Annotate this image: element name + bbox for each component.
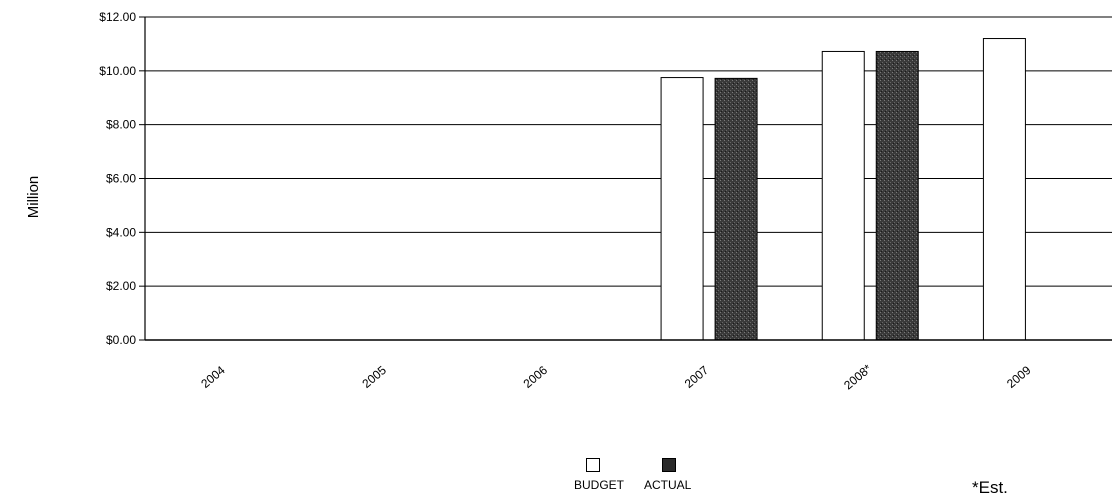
gridlines bbox=[145, 16, 1112, 341]
footnote: *Est. bbox=[972, 478, 1008, 497]
y-axis-label: Million bbox=[25, 176, 42, 219]
x-tick-label: 2006 bbox=[521, 363, 551, 391]
x-tick-label: 2005 bbox=[359, 363, 389, 391]
y-tick-label: $8.00 bbox=[106, 118, 136, 132]
y-tick-label: $6.00 bbox=[106, 172, 136, 186]
legend: BUDGET ACTUAL bbox=[574, 458, 712, 494]
x-tick-label: 2009 bbox=[1004, 363, 1034, 391]
y-tick-label: $4.00 bbox=[106, 225, 136, 239]
x-tick-label: 2004 bbox=[198, 363, 228, 391]
y-tick-label: $10.00 bbox=[99, 64, 136, 78]
y-tick-label: $2.00 bbox=[106, 279, 136, 293]
x-tick-label: 2007 bbox=[682, 363, 712, 391]
legend-swatch-budget bbox=[586, 458, 600, 472]
bar-actual-2008 bbox=[875, 50, 919, 341]
bar-actual-2007 bbox=[714, 77, 758, 341]
y-axis-ticks: $0.00 $2.00 $4.00 $6.00 $8.00 $10.00 $12.00 bbox=[99, 10, 145, 347]
axes bbox=[144, 17, 1112, 341]
y-tick-label: $12.00 bbox=[99, 10, 136, 24]
x-tick-label: 2008* bbox=[841, 361, 874, 392]
legend-label-budget: BUDGET bbox=[574, 478, 625, 492]
bar-budget-2009 bbox=[982, 38, 1026, 341]
bar-budget-2007 bbox=[660, 77, 704, 341]
y-tick-label: $0.00 bbox=[106, 333, 136, 347]
bar-budget-2008 bbox=[821, 50, 865, 341]
x-axis-ticks: 2004 2005 2006 2007 2008* 2009 bbox=[198, 361, 1034, 392]
legend-swatch-actual bbox=[662, 458, 676, 472]
bars bbox=[660, 38, 1026, 341]
legend-label-actual: ACTUAL bbox=[644, 478, 692, 492]
